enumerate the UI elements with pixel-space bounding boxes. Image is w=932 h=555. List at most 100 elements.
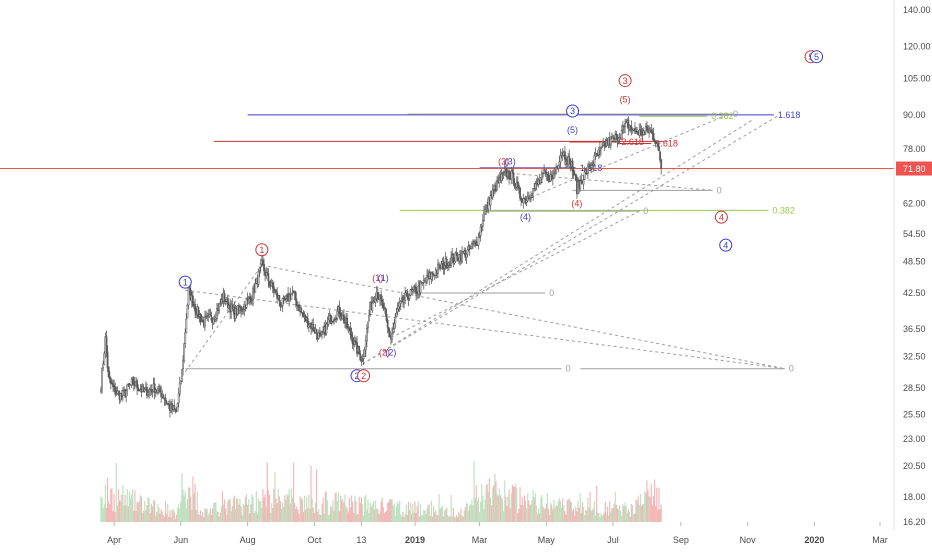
volume-bar	[533, 497, 535, 522]
candle-body	[655, 142, 658, 145]
trendline[interactable]	[504, 172, 713, 191]
trendline[interactable]	[185, 289, 785, 370]
volume-bar	[272, 507, 274, 522]
wave-label-circle	[810, 50, 824, 64]
volume-bar	[393, 503, 395, 522]
volume-bar	[289, 503, 291, 522]
volume-bar	[635, 499, 637, 522]
candle-body	[212, 318, 215, 324]
candle-body	[177, 393, 180, 404]
volume-bar	[585, 509, 587, 522]
wave-label[interactable]: (5)	[620, 95, 631, 105]
candle-body	[453, 261, 456, 264]
candle-body	[654, 140, 657, 145]
wave-label[interactable]: 2	[355, 371, 360, 381]
wave-label[interactable]: (4)	[520, 212, 531, 222]
volume-bar	[320, 514, 322, 522]
volume-bar	[547, 508, 550, 522]
volume-bar	[251, 494, 253, 522]
wave-label[interactable]: (4)	[571, 198, 582, 208]
wave-label[interactable]: (5)	[567, 125, 578, 135]
volume-bar	[487, 492, 489, 522]
candle-body	[185, 318, 188, 334]
volume-bar	[185, 508, 187, 522]
candle-body	[333, 319, 335, 321]
price-axis[interactable]: 140.00 120.00 105.00 90.00 78.00 62.00 54.50 48…	[896, 5, 932, 527]
trendline[interactable]	[362, 119, 753, 365]
candle-body	[579, 180, 582, 189]
wave-label[interactable]: 2	[361, 371, 366, 381]
volume-bar	[211, 508, 214, 522]
candle-body	[279, 302, 282, 307]
candle-body	[504, 167, 507, 170]
volume-bar	[297, 509, 299, 522]
wave-label[interactable]: 3	[570, 106, 575, 116]
wave-label[interactable]: 4	[723, 240, 728, 250]
volume-bar	[168, 517, 170, 522]
wave-label[interactable]: 1	[183, 277, 188, 287]
candle-body	[114, 386, 117, 395]
candle-body	[465, 254, 468, 259]
candle-body	[317, 332, 320, 339]
volume-bar	[551, 504, 553, 522]
trendline[interactable]	[261, 264, 785, 370]
wave-label[interactable]: (1)	[372, 273, 383, 283]
volume-bar	[501, 499, 504, 522]
volume-bar	[427, 504, 429, 522]
volume-bar	[436, 514, 438, 522]
volume-bar	[454, 517, 457, 522]
candle-body	[179, 380, 182, 385]
volume-bar	[173, 511, 175, 522]
wave-label[interactable]: (3)	[498, 156, 509, 166]
candle-body	[364, 339, 367, 351]
candle-body	[450, 257, 453, 266]
candle-body	[442, 261, 445, 270]
volume-bar	[493, 485, 495, 522]
volume-bar	[183, 495, 185, 522]
volume-bar	[287, 495, 289, 522]
trendline[interactable]	[525, 113, 730, 201]
volume-bar	[452, 507, 454, 522]
wave-label[interactable]: 5	[814, 52, 819, 62]
volume-bar	[519, 487, 521, 522]
price-tick-label: 105.00	[903, 73, 931, 83]
wave-label[interactable]: (3)	[505, 156, 516, 166]
volume-bar	[106, 478, 109, 522]
candle-body	[559, 155, 562, 163]
candle-body	[199, 313, 202, 323]
wave-label[interactable]: 3	[623, 76, 628, 86]
volume-bar	[408, 509, 411, 522]
volume-bar	[180, 501, 182, 522]
volume-bar	[110, 489, 112, 522]
volume-bar	[402, 511, 404, 522]
volume-bar	[197, 514, 199, 522]
wave-label[interactable]: 1	[259, 245, 264, 255]
trendline[interactable]	[390, 210, 640, 339]
candle-body	[336, 311, 339, 320]
candle-body	[650, 130, 653, 133]
volume-bar	[535, 505, 538, 522]
wave-label[interactable]: (2)	[385, 347, 396, 357]
volume-bar	[102, 508, 104, 522]
wave-label[interactable]: (1)	[378, 273, 389, 283]
volume-bar	[273, 488, 275, 522]
trendline[interactable]	[362, 113, 781, 365]
trendline[interactable]	[184, 264, 263, 373]
volume-bar	[291, 497, 294, 522]
volume-bar	[411, 514, 413, 522]
volume-bar	[586, 510, 588, 522]
volume-bar	[620, 511, 622, 522]
volume-bar	[207, 515, 209, 522]
volume-bar	[187, 487, 190, 522]
candle-body	[219, 303, 222, 305]
time-axis[interactable]: Apr Jun Aug Oct 13 2019 Mar May Jul Sep Nov 2020 Mar	[107, 522, 888, 545]
volume-bar	[517, 512, 519, 522]
volume-bar	[511, 484, 513, 522]
wave-label[interactable]: 4	[719, 212, 724, 222]
price-tick-label: 23.00	[903, 434, 926, 444]
wave-label[interactable]: (2)	[379, 347, 390, 357]
volume-bar	[643, 503, 645, 522]
fib-level-label: 0	[717, 185, 722, 195]
